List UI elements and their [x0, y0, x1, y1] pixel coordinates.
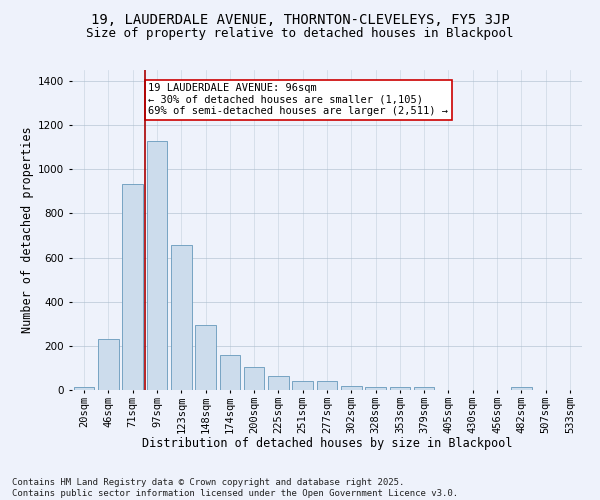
Bar: [220, 354, 240, 390]
Bar: [511, 386, 532, 390]
Bar: [365, 386, 386, 390]
Bar: [244, 367, 265, 390]
Bar: [268, 376, 289, 390]
Bar: [317, 381, 337, 390]
Text: 19 LAUDERDALE AVENUE: 96sqm
← 30% of detached houses are smaller (1,105)
69% of : 19 LAUDERDALE AVENUE: 96sqm ← 30% of det…: [149, 83, 449, 116]
Bar: [146, 140, 167, 390]
Bar: [341, 386, 362, 390]
Bar: [414, 386, 434, 390]
Bar: [74, 386, 94, 390]
Text: 19, LAUDERDALE AVENUE, THORNTON-CLEVELEYS, FY5 3JP: 19, LAUDERDALE AVENUE, THORNTON-CLEVELEY…: [91, 12, 509, 26]
Y-axis label: Number of detached properties: Number of detached properties: [21, 126, 34, 334]
Bar: [122, 184, 143, 390]
X-axis label: Distribution of detached houses by size in Blackpool: Distribution of detached houses by size …: [142, 437, 512, 450]
Bar: [195, 325, 216, 390]
Bar: [98, 339, 119, 390]
Text: Size of property relative to detached houses in Blackpool: Size of property relative to detached ho…: [86, 28, 514, 40]
Bar: [389, 386, 410, 390]
Bar: [171, 246, 191, 390]
Text: Contains HM Land Registry data © Crown copyright and database right 2025.
Contai: Contains HM Land Registry data © Crown c…: [12, 478, 458, 498]
Bar: [292, 381, 313, 390]
